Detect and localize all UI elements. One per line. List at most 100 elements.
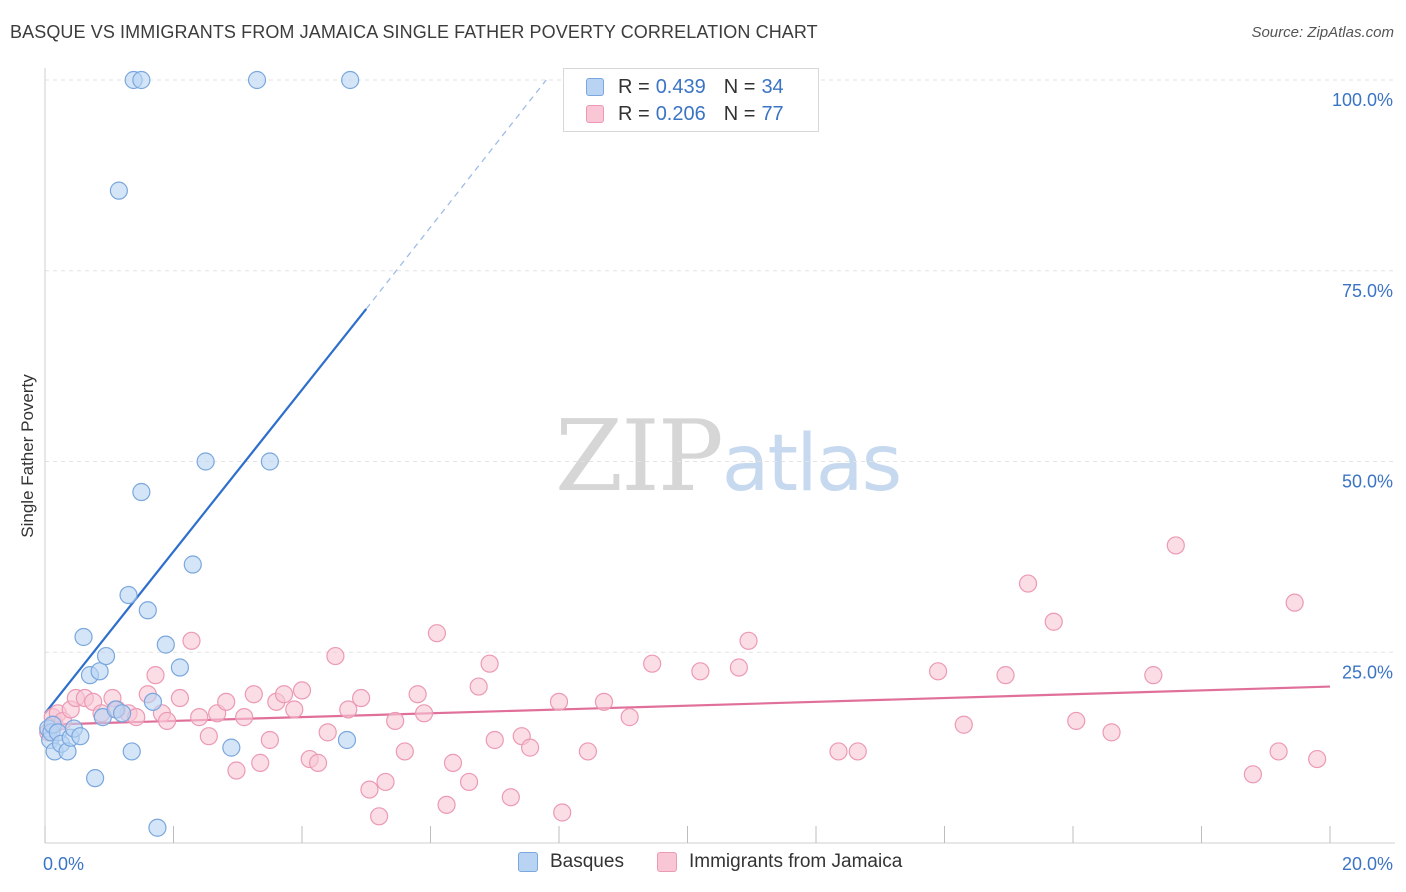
basque-point <box>183 555 202 574</box>
jamaica-point <box>848 742 867 761</box>
y-tick-label: 75.0% <box>1342 281 1393 301</box>
basque-trend-extension <box>365 79 547 310</box>
jamaica-point <box>594 692 614 711</box>
legend-row-jamaica: R = 0.206 N = 77 <box>586 102 784 126</box>
jamaica-point <box>370 807 389 826</box>
correlation-legend: R = 0.439 N = 34 R = 0.206 N = 77 <box>563 68 819 132</box>
jamaica-point <box>308 753 328 772</box>
jamaica-point <box>217 692 236 711</box>
jamaica-point <box>996 666 1015 685</box>
jamaica-point <box>1018 574 1038 593</box>
basque-point <box>96 646 116 666</box>
points-layer <box>39 70 1327 837</box>
jamaica-point <box>437 795 456 814</box>
jamaica-point <box>227 761 246 780</box>
series-legend: Basques Immigrants from Jamaica <box>0 851 1406 877</box>
jamaica-point <box>459 772 479 792</box>
jamaica-point <box>1044 612 1063 631</box>
y-tick-label: 25.0% <box>1342 662 1393 682</box>
basque-point <box>260 452 279 471</box>
legend-item-basques[interactable]: Basques <box>518 851 624 873</box>
legend-r-value-basque: 0.439 <box>655 75 706 98</box>
watermark: ZIPatlas <box>555 400 902 514</box>
legend-item-jamaica[interactable]: Immigrants from Jamaica <box>657 851 902 873</box>
basque-point <box>148 818 167 837</box>
jamaica-point <box>739 631 758 650</box>
axis-layer <box>44 68 1395 844</box>
jamaica-point <box>427 624 447 643</box>
jamaica-point <box>274 685 294 704</box>
x-tick-label: 20.0% <box>1342 854 1393 874</box>
legend-n-label: N = <box>723 102 756 125</box>
jamaica-point <box>182 631 201 650</box>
basque-point <box>170 658 190 677</box>
jamaica-point <box>729 658 749 677</box>
jamaica-point <box>829 742 848 761</box>
jamaica-point <box>235 708 254 727</box>
jamaica-point <box>170 688 190 708</box>
y-tick-label: 50.0% <box>1342 472 1393 492</box>
jamaica-point <box>643 654 662 673</box>
jamaica-point <box>520 738 540 757</box>
jamaica-point <box>251 753 270 772</box>
jamaica-point <box>549 692 569 711</box>
basque-point <box>341 70 360 90</box>
jamaica-point <box>578 742 598 761</box>
basque-point <box>71 727 90 746</box>
trend-layer <box>44 79 1331 726</box>
jamaica-point <box>339 700 358 719</box>
basque-point <box>119 585 138 605</box>
watermark-atlas: atlas <box>721 419 902 509</box>
basque-point <box>196 452 215 471</box>
jamaica-point <box>1102 723 1121 742</box>
tick-label-layer: 25.0% 50.0% 75.0% 100.0% 0.0% 20.0% <box>43 90 1393 874</box>
jamaica-point <box>1269 742 1288 761</box>
jamaica-point <box>408 685 427 704</box>
jamaica-point <box>1144 666 1163 685</box>
basque-point <box>143 692 163 711</box>
jamaica-point <box>190 708 209 727</box>
jamaica-point <box>928 662 948 681</box>
y-tick-label: 100.0% <box>1332 90 1393 110</box>
legend-n-value-jamaica: 77 <box>761 102 784 125</box>
legend-n-label: N = <box>723 75 756 98</box>
basque-point <box>156 635 175 654</box>
jamaica-point <box>146 666 165 685</box>
legend-label-basques: Basques <box>550 851 624 872</box>
jamaica-point <box>1308 749 1327 769</box>
source-label: Source: ZipAtlas.com <box>1251 24 1394 41</box>
basque-point <box>132 70 151 90</box>
jamaica-point <box>376 772 395 792</box>
jamaica-point <box>480 654 499 673</box>
basque-trend-line <box>44 308 368 714</box>
jamaica-point <box>318 723 337 742</box>
legend-r-label: R = <box>618 75 650 98</box>
chart-title: BASQUE VS IMMIGRANTS FROM JAMAICA SINGLE… <box>10 22 818 42</box>
jamaica-point <box>386 711 405 731</box>
legend-swatch-basque <box>586 78 604 96</box>
legend-swatch-jamaica <box>586 105 604 123</box>
jamaica-point <box>501 788 520 807</box>
legend-swatch-jamaica <box>657 852 677 872</box>
jamaica-point <box>1243 765 1263 784</box>
basque-point <box>138 601 157 620</box>
jamaica-point <box>157 711 177 731</box>
legend-row-basque: R = 0.439 N = 34 <box>586 75 784 99</box>
jamaica-point <box>443 753 463 772</box>
x-tick-label: 0.0% <box>43 854 84 874</box>
jamaica-point <box>954 715 973 734</box>
grid-layer <box>45 79 1395 653</box>
jamaica-point <box>326 646 345 666</box>
jamaica-point <box>1285 593 1304 612</box>
jamaica-point <box>691 662 710 681</box>
jamaica-point <box>285 700 304 719</box>
basque-point <box>86 769 105 788</box>
basque-point <box>222 738 241 757</box>
basque-point <box>132 482 151 502</box>
jamaica-point <box>395 742 414 761</box>
basque-point <box>112 704 132 723</box>
jamaica-point <box>620 708 639 727</box>
jamaica-point <box>260 730 279 750</box>
jamaica-point <box>469 677 488 696</box>
